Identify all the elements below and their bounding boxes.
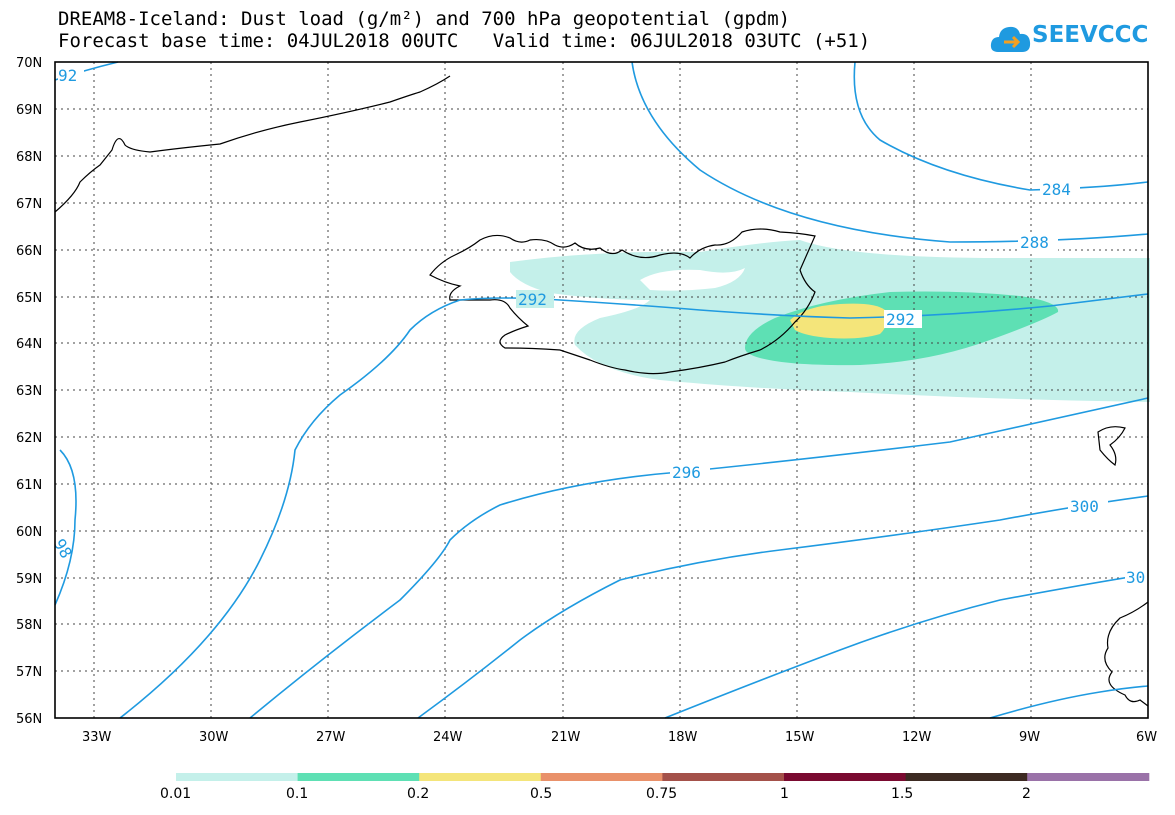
colorbar-label: 0.01 — [160, 786, 191, 802]
lon-label: 6W — [1136, 730, 1157, 745]
contour-296 — [249, 397, 1149, 719]
lon-label: 27W — [316, 730, 346, 745]
lon-label: 24W — [433, 730, 463, 745]
lat-label: 58N — [16, 618, 42, 633]
dust-area-0-2 — [790, 303, 887, 339]
contour-288 — [631, 61, 1149, 243]
colorbar-segment — [784, 773, 907, 781]
lon-label: 9W — [1019, 730, 1040, 745]
map-frame — [54, 61, 1149, 719]
dust-shading — [510, 240, 1150, 402]
colorbar-segment — [540, 773, 663, 781]
colorbar-segment — [297, 773, 420, 781]
lat-label: 56N — [16, 712, 42, 727]
iceland-coast — [429, 228, 816, 375]
base-time-label: Forecast base time: 04JUL2018 00UTC — [58, 30, 459, 52]
title-line-1: DREAM8-Iceland: Dust load (g/m²) and 700… — [58, 8, 791, 30]
lon-label: 18W — [668, 730, 698, 745]
contour-label-284: 284 — [1042, 180, 1071, 199]
lat-label: 67N — [16, 197, 42, 212]
latitude-labels: 70N 69N 68N 67N 66N 65N 64N 63N 62N 61N … — [16, 56, 42, 727]
colorbar-label: 0.1 — [286, 786, 308, 802]
lat-label: 61N — [16, 478, 42, 493]
colorbar-segment — [1027, 773, 1150, 781]
colorbar — [176, 773, 1150, 781]
coastlines — [54, 75, 1149, 707]
contour-label-92: 92 — [58, 66, 77, 85]
contour-304 — [664, 573, 1149, 719]
colorbar-label: 2 — [1022, 786, 1031, 802]
graticule — [55, 62, 1148, 718]
colorbar-label: 1 — [780, 786, 789, 802]
lat-label: 66N — [16, 244, 42, 259]
scotland-coast — [1104, 601, 1149, 707]
contour-label-300: 300 — [1070, 497, 1099, 516]
colorbar-segment — [419, 773, 542, 781]
contour-label-288: 288 — [1020, 233, 1049, 252]
lon-label: 21W — [551, 730, 581, 745]
lat-label: 68N — [16, 150, 42, 165]
contour-labels: 92 284 288 292 292 296 300 30 98 — [50, 66, 1148, 587]
lat-label: 57N — [16, 665, 42, 680]
contour-292 — [54, 293, 1149, 719]
contour-label-98: 98 — [50, 535, 76, 561]
greenland-coast — [54, 75, 451, 213]
contour-label-304-partial: 30 — [1126, 568, 1145, 587]
colorbar-segment — [905, 773, 1028, 781]
geopotential-contours — [54, 61, 1149, 719]
contour-label-296: 296 — [672, 463, 701, 482]
lat-label: 65N — [16, 291, 42, 306]
contour-308 — [989, 685, 1149, 719]
lon-label: 15W — [785, 730, 815, 745]
lat-label: 69N — [16, 103, 42, 118]
colorbar-label: 1.5 — [891, 786, 913, 802]
logo-text: SEEVCCC — [1032, 22, 1149, 48]
faroe-shetland-coast — [1097, 426, 1126, 466]
contour-284 — [853, 61, 1149, 191]
map-title: DREAM8-Iceland: Dust load (g/m²) and 700… — [58, 8, 870, 52]
lat-label: 62N — [16, 431, 42, 446]
colorbar-segment — [662, 773, 785, 781]
lon-label: 12W — [902, 730, 932, 745]
lon-label: 30W — [199, 730, 229, 745]
lat-label: 60N — [16, 525, 42, 540]
colorbar-label: 0.2 — [407, 786, 429, 802]
valid-time-label: Valid time: 06JUL2018 03UTC (+51) — [492, 30, 871, 52]
cloud-arrow-icon — [990, 26, 1031, 52]
colorbar-label: 0.75 — [646, 786, 677, 802]
lat-label: 59N — [16, 572, 42, 587]
contour-300 — [417, 495, 1149, 719]
colorbar-segment — [176, 773, 299, 781]
contour-label-292-east: 292 — [886, 310, 915, 329]
colorbar-labels: 0.01 0.1 0.2 0.5 0.75 1 1.5 2 — [160, 786, 1031, 802]
lon-label: 33W — [82, 730, 112, 745]
lat-label: 63N — [16, 384, 42, 399]
lat-label: 70N — [16, 56, 42, 71]
seevccc-logo: SEEVCCC — [990, 20, 1150, 60]
colorbar-label: 0.5 — [530, 786, 552, 802]
longitude-labels: 33W 30W 27W 24W 21W 18W 15W 12W 9W 6W — [82, 730, 1157, 745]
contour-label-292-west: 292 — [518, 290, 547, 309]
dust-area-0-01-gap — [640, 268, 745, 291]
lat-label: 64N — [16, 337, 42, 352]
